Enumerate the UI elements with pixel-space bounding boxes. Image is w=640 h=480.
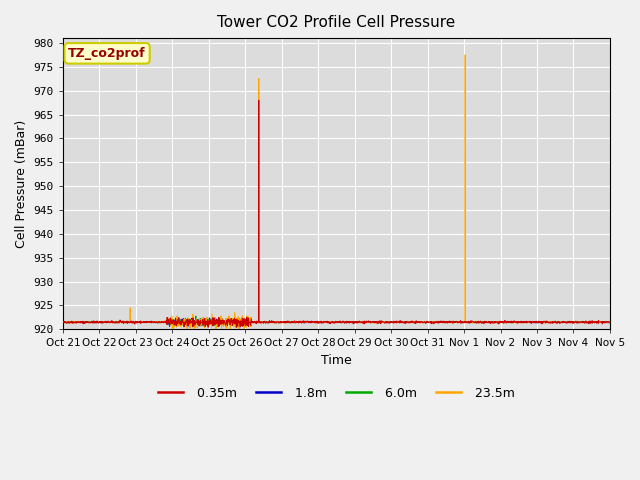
Title: Tower CO2 Profile Cell Pressure: Tower CO2 Profile Cell Pressure xyxy=(217,15,456,30)
Legend:  0.35m,  1.8m,  6.0m,  23.5m: 0.35m, 1.8m, 6.0m, 23.5m xyxy=(154,382,520,405)
Y-axis label: Cell Pressure (mBar): Cell Pressure (mBar) xyxy=(15,120,28,248)
X-axis label: Time: Time xyxy=(321,354,352,367)
Text: TZ_co2prof: TZ_co2prof xyxy=(68,47,146,60)
